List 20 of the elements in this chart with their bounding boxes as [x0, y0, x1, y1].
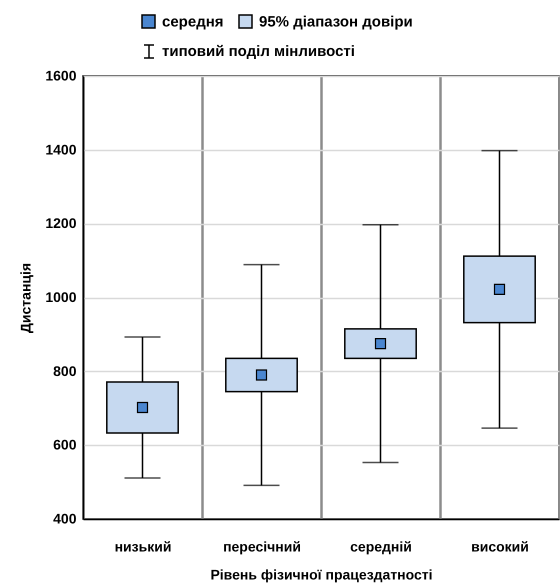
point [136, 402, 148, 414]
legend-label: 95% діапазон довіри [259, 14, 413, 30]
point [374, 338, 386, 350]
x-tick-label: середній [350, 538, 412, 554]
point [256, 369, 268, 381]
y-tick-label: 800 [53, 362, 77, 379]
text: типовий поділ мінливості [162, 42, 355, 60]
point [494, 284, 506, 295]
x-axis-title: Рівень фізичної працездатності [210, 566, 433, 582]
y-tick-label: 1600 [45, 68, 77, 84]
x-tick-label: пересічний [223, 538, 301, 554]
y-tick-label: 1200 [45, 215, 77, 232]
y-tick-label: 1400 [45, 141, 77, 158]
y-tick-label: 400 [53, 510, 77, 526]
y-axis-title: Дистанція [17, 262, 34, 334]
x-tick-label: низький [114, 538, 172, 554]
y-tick-label: 600 [53, 436, 77, 453]
x-tick-label: високий [471, 538, 529, 554]
y-tick-label: 1000 [45, 289, 77, 305]
legend-label: середня [162, 14, 224, 30]
